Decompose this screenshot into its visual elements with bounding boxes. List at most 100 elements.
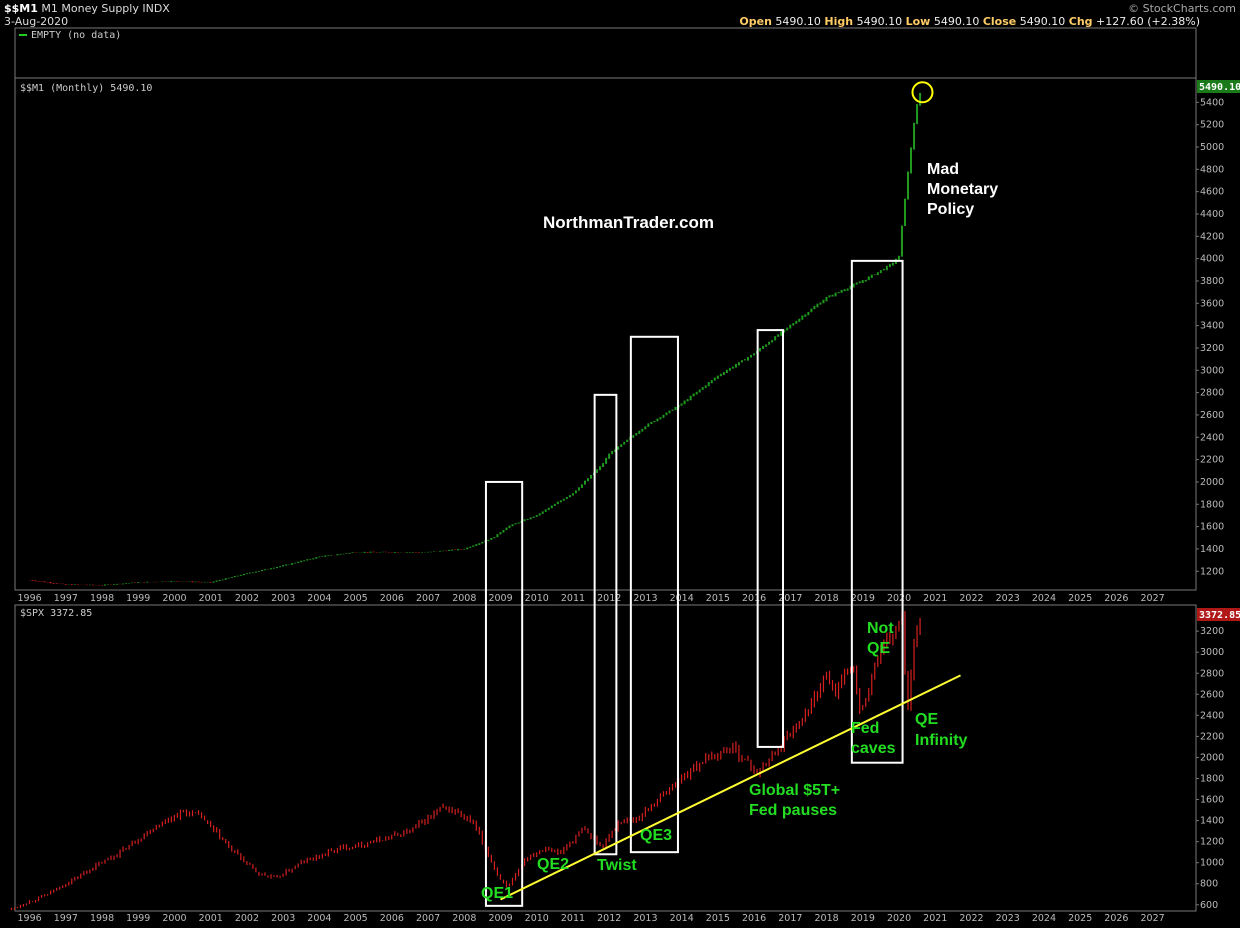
spx-x-tick-label: 1999 <box>126 913 150 924</box>
m1-last-value: 5490.10 <box>1199 82 1240 93</box>
annotation-qe2: QE2 <box>537 856 569 873</box>
m1-x-tick-label: 2010 <box>525 593 549 604</box>
m1-x-tick-label: 1997 <box>54 593 78 604</box>
spx-x-tick-label: 2006 <box>380 913 404 924</box>
chg-label: Chg <box>1068 15 1093 28</box>
spx-series <box>10 611 921 911</box>
spx-x-tick-label: 1998 <box>90 913 114 924</box>
empty-panel-label: EMPTY (no data) <box>31 30 121 41</box>
spx-y-tick-label: 1200 <box>1200 837 1224 848</box>
spx-y-tick-label: 2600 <box>1200 689 1224 700</box>
m1-y-tick-label: 1600 <box>1200 522 1224 533</box>
m1-x-tick-label: 2000 <box>162 593 186 604</box>
spx-y-tick-label: 800 <box>1200 879 1218 890</box>
m1-y-tick-label: 5400 <box>1200 97 1224 108</box>
annotation-monetary: Monetary <box>927 181 998 198</box>
m1-y-tick-label: 3600 <box>1200 298 1224 309</box>
m1-x-tick-label: 2027 <box>1141 593 1165 604</box>
spx-x-tick-label: 2011 <box>561 913 585 924</box>
spx-y-tick-label: 3200 <box>1200 626 1224 637</box>
annotation-twist: Twist <box>597 857 637 874</box>
low-value: 5490.10 <box>933 15 980 28</box>
spx-x-tick-label: 2005 <box>344 913 368 924</box>
m1-x-tick-label: 2018 <box>814 593 838 604</box>
watermark: NorthmanTrader.com <box>543 213 714 232</box>
m1-x-tick-label: 2008 <box>452 593 476 604</box>
m1-x-tick-label: 2016 <box>742 593 766 604</box>
spx-x-tick-label: 2018 <box>814 913 838 924</box>
highlight-box <box>850 259 904 764</box>
annotation-not: Not <box>867 620 894 637</box>
spx-last-badge <box>1197 608 1240 621</box>
m1-x-tick-label: 2002 <box>235 593 259 604</box>
spx-y-tick-label: 1800 <box>1200 773 1224 784</box>
highlight-circle <box>911 81 934 104</box>
spx-x-tick-label: 1996 <box>17 913 41 924</box>
m1-x-tick-label: 2005 <box>344 593 368 604</box>
m1-x-tick-label: 1998 <box>90 593 114 604</box>
spx-x-tick-label: 2021 <box>923 913 947 924</box>
open-value: 5490.10 <box>775 15 821 28</box>
m1-x-tick-label: 2017 <box>778 593 802 604</box>
annotation-mad: Mad <box>927 161 959 178</box>
ohlc-readout: Open 5490.10 High 5490.10 Low 5490.10 Cl… <box>739 15 1200 28</box>
spx-x-tick-label: 2023 <box>996 913 1020 924</box>
m1-x-tick-label: 2009 <box>488 593 512 604</box>
m1-y-tick-label: 3800 <box>1200 276 1224 287</box>
m1-y-tick-label: 1800 <box>1200 499 1224 510</box>
symbol: $$M1 <box>4 2 38 15</box>
m1-y-tick-label: 4400 <box>1200 209 1224 220</box>
m1-y-tick-label: 1400 <box>1200 544 1224 555</box>
spx-x-tick-label: 2003 <box>271 913 295 924</box>
m1-panel-frame <box>14 77 1197 591</box>
m1-x-tick-label: 2022 <box>959 593 983 604</box>
spx-y-tick-label: 2800 <box>1200 668 1224 679</box>
spx-x-tick-label: 2015 <box>706 913 730 924</box>
trend-line <box>500 674 961 901</box>
m1-x-tick-label: 1996 <box>17 593 41 604</box>
m1-x-tick-label: 1999 <box>126 593 150 604</box>
m1-x-tick-label: 2023 <box>996 593 1020 604</box>
open-label: Open <box>739 15 772 28</box>
annotation-global: Global $5T+ <box>749 782 840 799</box>
m1-x-tick-label: 2012 <box>597 593 621 604</box>
spx-y-tick-label: 2200 <box>1200 731 1224 742</box>
close-value: 5490.10 <box>1019 15 1066 28</box>
spx-x-tick-label: 2002 <box>235 913 259 924</box>
annotation-fed-pauses: Fed pauses <box>749 802 837 819</box>
high-value: 5490.10 <box>856 15 903 28</box>
spx-y-tick-label: 2400 <box>1200 710 1224 721</box>
annotation-fed: Fed <box>851 720 879 737</box>
spx-x-tick-label: 2010 <box>525 913 549 924</box>
m1-x-tick-label: 2003 <box>271 593 295 604</box>
spx-x-tick-label: 2027 <box>1141 913 1165 924</box>
spx-y-tick-label: 600 <box>1200 900 1218 911</box>
m1-y-tick-label: 3000 <box>1200 365 1224 376</box>
spx-y-tick-label: 1600 <box>1200 795 1224 806</box>
m1-panel-label: $$M1 (Monthly) 5490.10 <box>20 83 152 94</box>
brand: © StockCharts.com <box>1128 2 1236 15</box>
m1-y-axis: 1200 1400 1600 1800 2000 2200 2400 2600 2800 3000… <box>1196 97 1224 577</box>
spx-y-tick-label: 2000 <box>1200 752 1224 763</box>
m1-y-tick-label: 4600 <box>1200 187 1224 198</box>
m1-x-tick-label: 2011 <box>561 593 585 604</box>
spx-x-tick-label: 2014 <box>670 913 694 924</box>
spx-x-tick-label: 2013 <box>633 913 657 924</box>
empty-panel-frame <box>14 27 1197 79</box>
close-label: Close <box>982 15 1017 28</box>
m1-series <box>28 92 922 586</box>
spx-x-tick-label: 2000 <box>162 913 186 924</box>
highlight-box <box>593 393 618 856</box>
spx-y-tick-label: 1400 <box>1200 816 1224 827</box>
annotation-qe: QE <box>867 640 890 657</box>
m1-y-tick-label: 2600 <box>1200 410 1224 421</box>
spx-y-tick-label: 1000 <box>1200 858 1224 869</box>
m1-x-tick-label: 2001 <box>199 593 223 604</box>
m1-y-tick-label: 3400 <box>1200 321 1224 332</box>
annotation-qe3: QE3 <box>640 827 672 844</box>
m1-x-tick-label: 2006 <box>380 593 404 604</box>
m1-last-badge <box>1197 80 1240 93</box>
high-label: High <box>824 15 854 28</box>
m1-x-tick-label: 2024 <box>1032 593 1056 604</box>
m1-x-tick-label: 2013 <box>633 593 657 604</box>
